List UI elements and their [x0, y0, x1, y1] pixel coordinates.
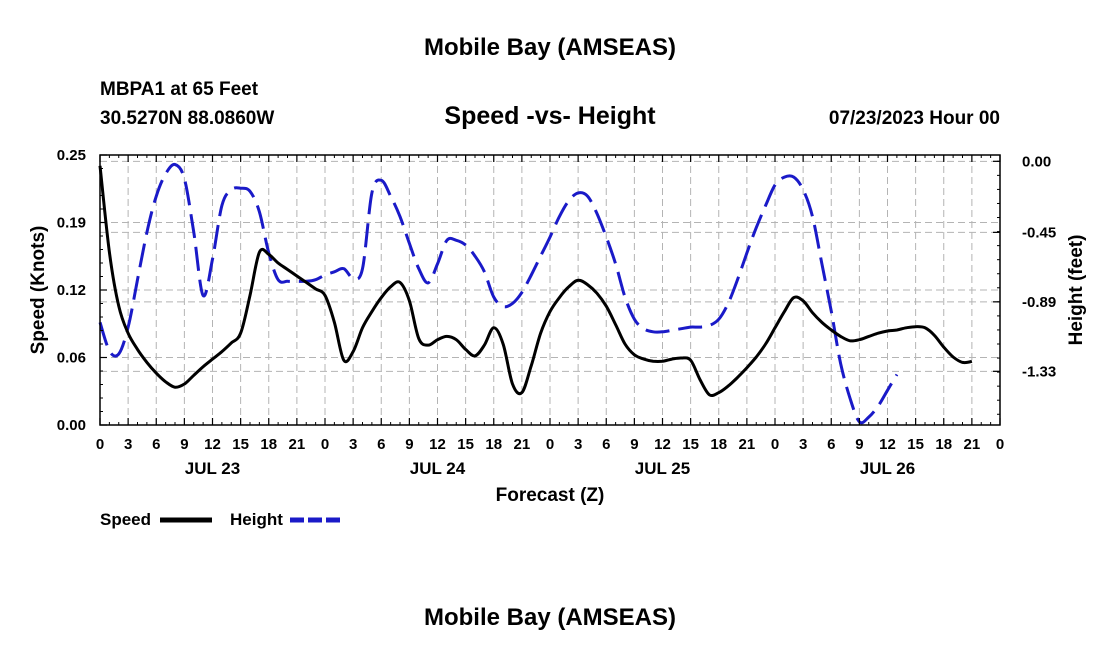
x-tick-label: 12 [879, 436, 896, 453]
x-tick-label: 0 [996, 436, 1004, 453]
y-right-tick-label: -0.45 [1022, 224, 1056, 241]
x-tick-label: 3 [349, 436, 357, 453]
x-tick-label: 12 [429, 436, 446, 453]
grid-lines [100, 155, 1000, 425]
x-tick-label: 15 [907, 436, 924, 453]
station-label: MBPA1 at 65 Feet [100, 79, 259, 100]
x-tick-label: 21 [739, 436, 756, 453]
y-left-tick-label: 0.25 [57, 147, 86, 164]
speed-series-line [98, 165, 973, 398]
y-axis-right-label: Height (feet) [1066, 235, 1087, 346]
x-tick-label: 21 [289, 436, 306, 453]
y-right-tick-label: 0.00 [1022, 153, 1051, 170]
x-tick-label: 0 [771, 436, 779, 453]
x-tick-label: 0 [96, 436, 104, 453]
x-tick-label: 18 [935, 436, 952, 453]
x-tick-label: 6 [827, 436, 835, 453]
x-tick-label: 9 [180, 436, 188, 453]
date-label: JUL 26 [860, 459, 915, 478]
x-tick-label: 15 [232, 436, 249, 453]
run-time: 07/23/2023 Hour 00 [829, 108, 1000, 129]
footer-title: Mobile Bay (AMSEAS) [424, 604, 676, 631]
x-tick-label: 9 [405, 436, 413, 453]
x-tick-label: 18 [260, 436, 277, 453]
x-tick-label: 15 [682, 436, 699, 453]
height-series-line [98, 162, 899, 425]
axes: 0 3 6 9 12 15 18 21 0 3 6 9 12 15 18 21 0 3 6 9 12 15 18 21 0 3 6 9… [57, 147, 1056, 478]
date-label: JUL 25 [635, 459, 690, 478]
x-tick-label: 3 [574, 436, 582, 453]
y-right-tick-label: -1.33 [1022, 363, 1056, 380]
date-label: JUL 23 [185, 459, 240, 478]
x-tick-label: 9 [855, 436, 863, 453]
x-tick-label: 12 [204, 436, 221, 453]
legend: Speed Height [100, 510, 342, 529]
y-axis-left-label: Speed (Knots) [28, 226, 49, 355]
x-tick-label: 9 [630, 436, 638, 453]
x-tick-label: 3 [124, 436, 132, 453]
y-left-tick-label: 0.12 [57, 282, 86, 299]
x-tick-label: 3 [799, 436, 807, 453]
x-tick-label: 18 [710, 436, 727, 453]
chart-title: Speed -vs- Height [444, 102, 656, 130]
x-tick-label: 15 [457, 436, 474, 453]
station-coordinates: 30.5270N 88.0860W [100, 108, 274, 129]
date-label: JUL 24 [410, 459, 466, 478]
legend-label-speed: Speed [100, 510, 151, 529]
x-tick-label: 18 [485, 436, 502, 453]
y-right-tick-label: -0.89 [1022, 294, 1056, 311]
x-tick-label: 6 [377, 436, 385, 453]
y-left-tick-label: 0.06 [57, 350, 86, 367]
y-left-tick-label: 0.00 [57, 417, 86, 434]
x-tick-label: 0 [546, 436, 554, 453]
x-tick-label: 6 [602, 436, 610, 453]
x-tick-label: 21 [964, 436, 981, 453]
x-tick-label: 12 [654, 436, 671, 453]
legend-label-height: Height [230, 510, 283, 529]
x-tick-label: 0 [321, 436, 329, 453]
y-left-tick-label: 0.19 [57, 215, 86, 232]
page-title: Mobile Bay (AMSEAS) [424, 34, 676, 61]
x-tick-label: 21 [514, 436, 531, 453]
x-axis-label: Forecast (Z) [496, 485, 605, 506]
series-lines [98, 162, 973, 425]
x-tick-label: 6 [152, 436, 160, 453]
